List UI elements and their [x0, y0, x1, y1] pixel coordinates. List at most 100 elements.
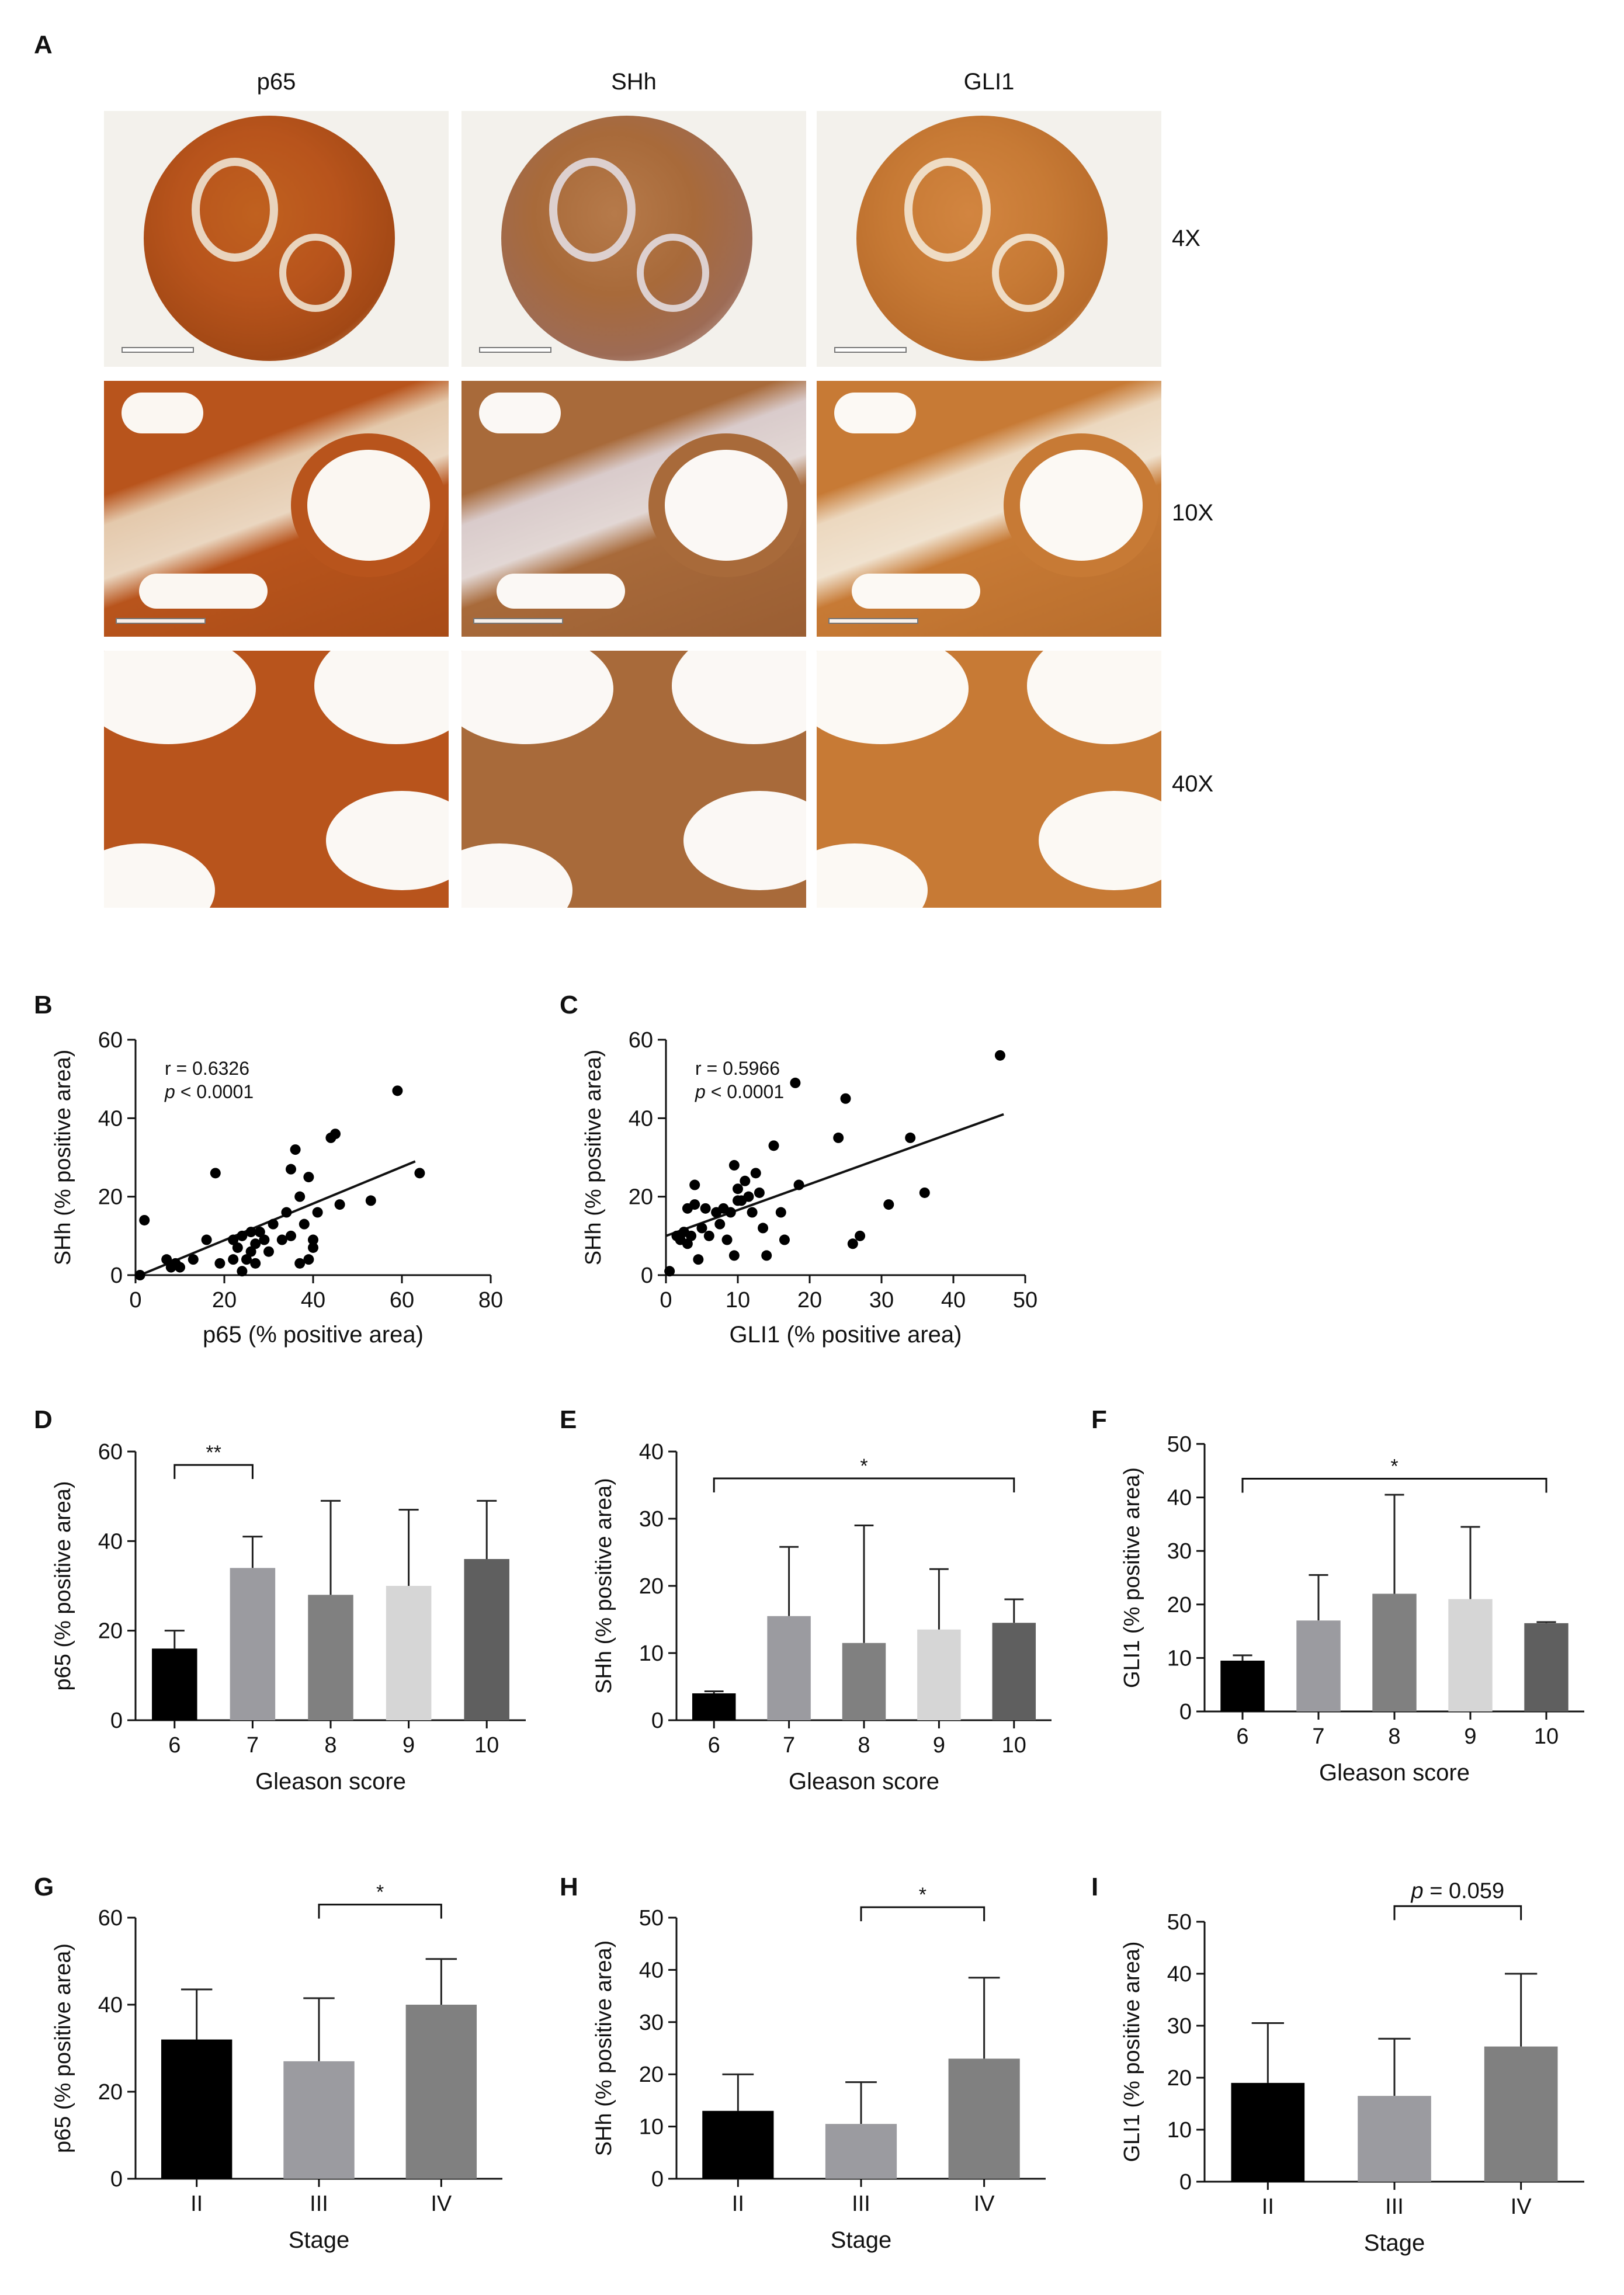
chart-h-significance-label: * [919, 1884, 926, 1906]
chart-c-data-point [696, 1223, 707, 1234]
chart-e-y-tick-label: 40 [639, 1440, 664, 1464]
chart-e-x-tick-label: 10 [1002, 1733, 1026, 1758]
chart-i-x-tick-label: IV [1511, 2195, 1532, 2219]
chart-c-y-axis-label: SHh (% positive area) [581, 1050, 606, 1266]
column-header-gli1: GLI1 [963, 69, 1015, 95]
chart-b-data-point [232, 1242, 243, 1253]
chart-d-x-tick-label: 9 [402, 1733, 415, 1758]
chart-i-x-axis-label: Stage [1364, 2230, 1425, 2256]
chart-b-data-point [294, 1258, 306, 1269]
chart-h-y-tick-label: 20 [639, 2063, 664, 2087]
chart-b-regression-line [139, 1160, 416, 1276]
chart-g-x-tick-label: IV [431, 2192, 452, 2216]
chart-b-y-tick-label: 0 [110, 1263, 123, 1288]
chart-h-significance-bracket [860, 1906, 985, 1922]
micrograph-p65-40x [104, 651, 449, 908]
chart-b-data-point [303, 1172, 314, 1183]
chart-b-r-annotation: r = 0.6326 [165, 1058, 249, 1079]
chart-c-data-point [747, 1207, 758, 1218]
chart-b-data-point [188, 1254, 199, 1265]
chart-c-data-point [700, 1203, 711, 1214]
chart-f-y-tick-label: 40 [1167, 1486, 1192, 1511]
panel-g-letter: G [34, 1873, 54, 1901]
chart-b-y-tick-label: 20 [98, 1185, 123, 1210]
chart-h-x-tick-label: II [732, 2192, 744, 2216]
chart-g-significance-bracket [318, 1904, 442, 1919]
chart-b-data-point [237, 1230, 248, 1241]
chart-b-data-point [286, 1164, 296, 1175]
chart-c-data-point [847, 1238, 858, 1249]
chart-b-data-point [308, 1234, 318, 1245]
magnification-label-10x: 10X [1172, 500, 1214, 526]
chart-d-x-tick-label: 10 [474, 1733, 499, 1758]
chart-c-data-point [733, 1183, 743, 1195]
panel-i-letter: I [1091, 1873, 1098, 1901]
chart-c-data-point [758, 1223, 769, 1234]
chart-c-data-point [754, 1187, 765, 1198]
chart-f-y-tick-label: 50 [1167, 1432, 1192, 1457]
panel-f-letter: F [1091, 1405, 1107, 1434]
chart-c-y-tick-label: 40 [629, 1106, 653, 1131]
chart-b-data-point [290, 1144, 301, 1155]
chart-c-data-point [905, 1132, 916, 1143]
chart-b-data-point [214, 1258, 225, 1269]
chart-b-x-tick-label: 80 [478, 1288, 503, 1313]
panel-h-letter: H [560, 1873, 578, 1901]
chart-e-y-tick-label: 10 [639, 1641, 664, 1666]
chart-g-x-tick-label: III [310, 2192, 328, 2216]
column-header-shh: SHh [611, 69, 657, 95]
chart-b-data-point [245, 1246, 256, 1257]
chart-b-data-point [365, 1195, 376, 1206]
chart-b-data-point [303, 1254, 314, 1265]
chart-c-data-point [682, 1238, 693, 1249]
chart-c-data-point [855, 1230, 866, 1241]
chart-g-x-tick-label: II [190, 2192, 203, 2216]
chart-b-data-point [312, 1207, 323, 1218]
chart-e-x-axis-label: Gleason score [789, 1769, 939, 1794]
chart-c-data-point [664, 1266, 675, 1277]
chart-c-data-point [761, 1250, 772, 1261]
chart-b-data-point [241, 1254, 252, 1265]
micrograph-gli1-10x [817, 381, 1161, 637]
chart-i-bar-iii [1358, 2096, 1431, 2182]
chart-i-significance-bracket [1393, 1905, 1522, 1921]
chart-f-bar-6 [1220, 1660, 1265, 1711]
chart-b-y-axis-label: SHh (% positive area) [51, 1050, 75, 1266]
chart-i-significance-p-value: = 0.059 [1424, 1879, 1504, 1903]
chart-c-p-symbol: p [695, 1081, 706, 1102]
chart-b-data-point [268, 1218, 279, 1230]
chart-i-significance-p-symbol: p [1411, 1879, 1424, 1903]
chart-c-data-point [693, 1254, 704, 1265]
panel-b-letter: B [34, 991, 53, 1019]
chart-e-x-tick-label: 7 [783, 1733, 795, 1758]
chart-g-y-tick-label: 20 [98, 2080, 123, 2105]
chart-c-data-point [994, 1050, 1005, 1061]
chart-i-x-tick-label: III [1385, 2195, 1404, 2219]
chart-b-data-point [276, 1234, 287, 1245]
chart-b-p-symbol: p [164, 1081, 175, 1102]
chart-b-data-point [281, 1207, 292, 1218]
chart-g-bar-iv [405, 2005, 477, 2179]
chart-i-y-tick-label: 40 [1167, 1962, 1192, 1987]
chart-i-y-tick-label: 10 [1167, 2118, 1192, 2143]
chart-e-x-tick-label: 6 [708, 1733, 720, 1758]
chart-g-y-tick-label: 0 [110, 2167, 123, 2192]
chart-f-x-tick-label: 10 [1534, 1724, 1559, 1749]
chart-f-bar-10 [1524, 1623, 1569, 1711]
chart-h-x-tick-label: IV [974, 2192, 995, 2216]
chart-i-bar-iv [1484, 2046, 1558, 2182]
chart-i-y-axis-label: GLI1 (% positive area) [1120, 1941, 1144, 2162]
chart-g-significance-label: * [376, 1881, 384, 1904]
chart-c-x-tick-label: 40 [941, 1288, 966, 1313]
micrograph-shh-10x [461, 381, 806, 637]
chart-b-x-axis-label: p65 (% positive area) [203, 1322, 424, 1348]
chart-c-data-point [721, 1234, 733, 1245]
chart-c-x-tick-label: 50 [1013, 1288, 1037, 1313]
chart-d-y-tick-label: 60 [98, 1440, 123, 1464]
micrograph-p65-4x [104, 111, 449, 367]
chart-d-y-axis-label: p65 (% positive area) [51, 1481, 75, 1690]
chart-c-data-point [743, 1191, 754, 1202]
chart-c-p-annotation: p < 0.0001 [695, 1081, 784, 1102]
chart-b-data-point [414, 1168, 425, 1179]
chart-b-p-annotation: p < 0.0001 [164, 1081, 254, 1102]
